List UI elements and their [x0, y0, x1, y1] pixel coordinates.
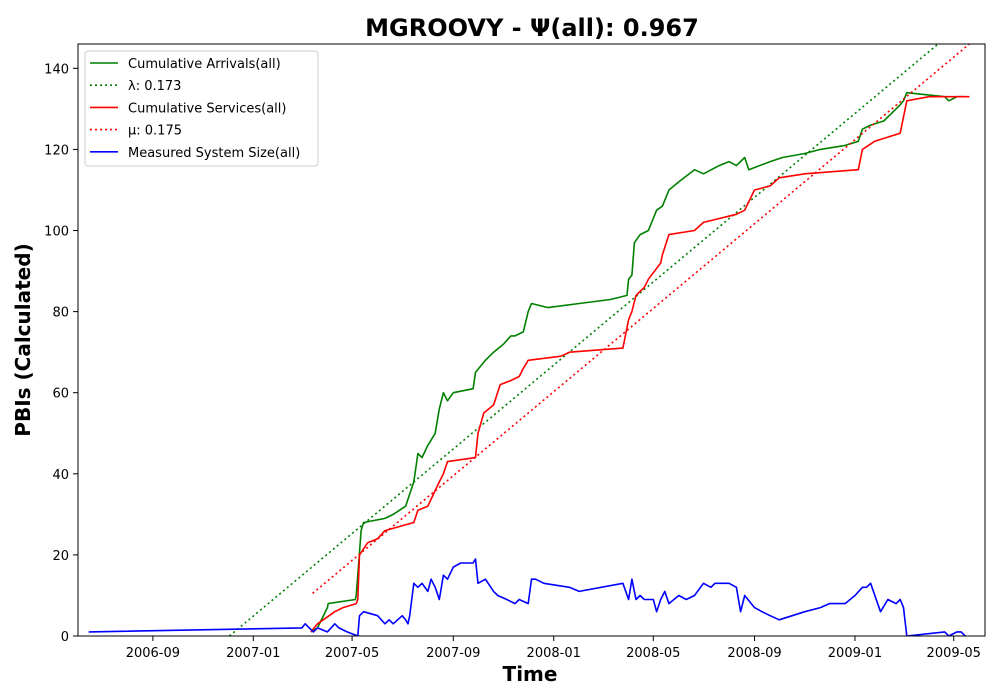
- y-tick-label: 140: [44, 62, 69, 77]
- y-axis-title: PBIs (Calculated): [11, 243, 35, 436]
- y-tick-label: 40: [52, 468, 69, 483]
- y-tick-label: 80: [52, 306, 69, 321]
- x-tick-label: 2007-05: [325, 646, 379, 661]
- series-line-cumulative-services-all: [310, 95, 970, 633]
- x-tick-label: 2008-09: [727, 646, 781, 661]
- x-tick-label: 2009-01: [828, 646, 882, 661]
- x-axis-title: Time: [503, 662, 558, 686]
- legend-box: [84, 50, 319, 167]
- x-axis: 2006-09 2007-01 2007-05 2007-09 2008-01 2008-…: [126, 636, 981, 661]
- x-tick-label: 2007-09: [426, 646, 480, 661]
- y-axis: 0 20 40 60 80 100 120 140: [44, 62, 78, 645]
- series-line-0-175: [312, 44, 970, 595]
- legend-label: Cumulative Arrivals(all): [128, 57, 281, 72]
- legend-label: μ: 0.175: [128, 124, 182, 139]
- x-tick-label: 2008-01: [527, 646, 581, 661]
- x-tick-label: 2008-05: [626, 646, 680, 661]
- y-tick-label: 0: [61, 630, 69, 645]
- legend-label: Cumulative Services(all): [128, 101, 286, 116]
- series-line-cumulative-arrivals-all: [310, 91, 966, 633]
- plot-frame: [77, 43, 986, 637]
- series-line-measured-system-size-all: [88, 558, 966, 636]
- y-tick-label: 100: [44, 225, 69, 240]
- chart-title: MGROOVY - Ψ(all): 0.967: [365, 14, 699, 42]
- series-line-0-173: [228, 44, 939, 636]
- x-tick-label: 2009-05: [927, 646, 981, 661]
- y-tick-label: 20: [52, 549, 69, 564]
- x-tick-label: 2007-01: [226, 646, 280, 661]
- legend: Cumulative Arrivals(all) λ: 0.173 Cumulati…: [84, 50, 319, 167]
- legend-label: Measured System Size(all): [128, 146, 300, 161]
- plot-area: [88, 44, 970, 636]
- legend-label: λ: 0.173: [128, 79, 181, 94]
- y-tick-label: 120: [44, 143, 69, 158]
- x-tick-label: 2006-09: [126, 646, 180, 661]
- y-tick-label: 60: [52, 387, 69, 402]
